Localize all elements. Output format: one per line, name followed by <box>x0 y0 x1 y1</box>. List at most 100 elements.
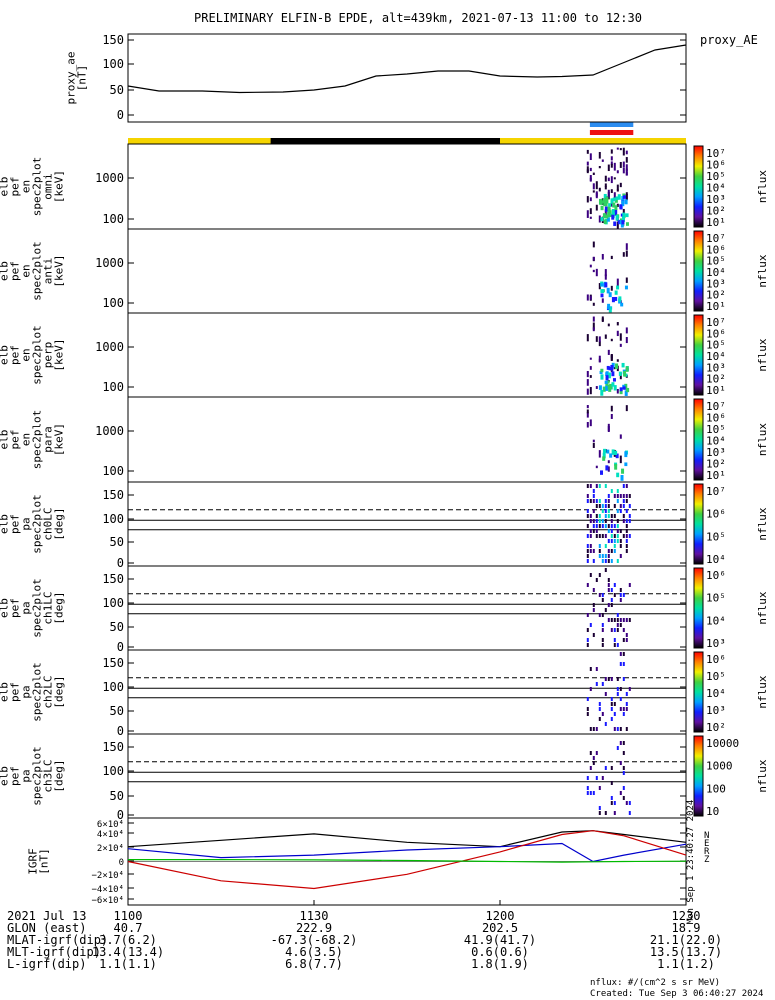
panel-2: 1000100elbpefenspec2plotanti[keV]10⁷10⁶1… <box>0 228 769 314</box>
spectrogram-pixel <box>598 336 601 343</box>
pitch-angle-pixel <box>586 613 589 617</box>
spectrogram-pixel <box>604 282 608 288</box>
pitch-angle-pixel <box>598 811 601 815</box>
y-axis-label: pa <box>20 685 33 698</box>
spectrogram-pixel <box>611 214 615 220</box>
y-tick-label: 100 <box>102 212 124 226</box>
pitch-angle-pixel <box>601 509 604 513</box>
y-tick-label: 0 <box>117 640 124 654</box>
spectrogram-pixel <box>612 202 616 208</box>
y-axis-label: spec2plot <box>31 325 44 385</box>
colorbar-label: nflux <box>756 507 769 540</box>
pitch-angle-pixel <box>619 544 622 548</box>
igrf-line-r <box>127 830 687 890</box>
y-tick-label: 2×10⁴ <box>97 844 124 854</box>
spectrogram-pixel <box>592 302 595 306</box>
y-tick-label: 100 <box>102 764 124 778</box>
y-tick-label: 50 <box>110 620 124 634</box>
spectrogram-pixel <box>619 148 622 151</box>
spectrogram-pixel <box>615 453 619 459</box>
spectrogram-pixel <box>603 448 607 453</box>
spectrogram-pixel <box>621 216 625 222</box>
spectrogram-pixel <box>604 269 607 277</box>
pitch-angle-pixel <box>625 544 628 548</box>
pitch-angle-pixel <box>619 529 622 533</box>
y-axis-label: elb <box>0 345 11 365</box>
spectrogram-pixel <box>625 277 628 283</box>
colorbar <box>693 398 704 481</box>
pitch-angle-pixel <box>616 628 619 632</box>
pitch-angle-pixel <box>613 494 616 498</box>
pitch-angle-pixel <box>622 796 625 800</box>
pitch-angle-pixel <box>619 662 622 666</box>
pitch-angle-pixel <box>592 494 595 498</box>
pitch-angle-pixel <box>604 554 607 558</box>
spectrogram-pixel <box>625 157 628 163</box>
spectrogram-pixel <box>592 327 595 332</box>
spectrogram-pixel <box>609 453 613 458</box>
pitch-angle-pixel <box>613 593 616 597</box>
pitch-angle-pixel <box>613 702 616 706</box>
pitch-angle-pixel <box>604 519 607 523</box>
y-axis-label: pef <box>9 177 22 197</box>
colorbar-tick-label: 10² <box>706 205 726 218</box>
pitch-angle-pixel <box>586 514 589 518</box>
pitch-angle-pixel <box>604 677 607 681</box>
spectrogram-pixel <box>604 206 608 212</box>
pitch-angle-pixel <box>613 618 616 622</box>
proxy-ae-series-label: proxy_AE <box>700 33 758 47</box>
pitch-angle-pixel <box>625 524 628 528</box>
spectrogram-pixel <box>606 365 610 370</box>
pitch-angle-pixel <box>625 499 628 503</box>
pitch-angle-pixel <box>586 712 589 716</box>
y-axis-label: pef <box>9 430 22 450</box>
y-axis-label: spec2plot <box>31 410 44 470</box>
colorbar-tick-label: 10³ <box>706 277 726 290</box>
pitch-angle-pixel <box>604 504 607 508</box>
pitch-angle-pixel <box>589 751 592 755</box>
ephemeris-value: 6.8(7.7) <box>285 957 343 971</box>
spectrogram-pixel <box>619 343 622 347</box>
y-tick-label: −4×10⁴ <box>91 885 124 895</box>
spectrogram-pixel <box>589 197 592 202</box>
spectrogram-pixel <box>606 287 610 294</box>
pitch-angle-pixel <box>595 484 598 488</box>
spectrogram-pixel <box>602 456 606 461</box>
pitch-angle-pixel <box>613 504 616 508</box>
colorbar-tick-label: 10⁴ <box>706 266 726 279</box>
colorbar-tick-label: 10¹ <box>706 384 726 397</box>
spectrogram-pixel <box>586 161 589 166</box>
pitch-angle-pixel <box>619 598 622 602</box>
y-axis-label: spec2plot <box>31 746 44 806</box>
spectrogram-pixel <box>614 464 618 470</box>
spectrogram-pixel <box>622 252 625 257</box>
pitch-angle-pixel <box>616 746 619 750</box>
spectrogram-pixel <box>604 334 607 339</box>
spectrogram-pixel <box>617 219 621 225</box>
pitch-angle-pixel <box>616 519 619 523</box>
spectrogram-pixel <box>614 205 618 211</box>
pitch-angle-pixel <box>586 544 589 548</box>
y-axis-label: ch3LC <box>42 759 55 792</box>
spectrogram-pixel <box>624 285 628 290</box>
pitch-angle-pixel <box>598 544 601 548</box>
shadow-bar-segment <box>270 138 500 144</box>
spectrogram-pixel <box>611 382 615 387</box>
spectrogram-pixel <box>598 187 601 192</box>
pitch-angle-pixel <box>589 549 592 553</box>
y-tick-label: 100 <box>102 57 124 71</box>
pitch-angle-pixel <box>592 603 595 607</box>
pitch-angle-pixel <box>592 559 595 563</box>
pitch-angle-pixel <box>610 796 613 800</box>
spectrogram-pixel <box>616 203 619 207</box>
spectrogram-pixel <box>614 450 618 456</box>
colorbar-label: nflux <box>756 591 769 624</box>
pitch-angle-pixel <box>613 583 616 587</box>
pitch-angle-pixel <box>616 613 619 617</box>
pitch-angle-pixel <box>619 618 622 622</box>
pitch-angle-pixel <box>604 568 607 572</box>
pitch-angle-pixel <box>619 652 622 656</box>
pitch-angle-pixel <box>619 554 622 558</box>
pitch-angle-pixel <box>586 707 589 711</box>
pitch-angle-pixel <box>601 598 604 602</box>
